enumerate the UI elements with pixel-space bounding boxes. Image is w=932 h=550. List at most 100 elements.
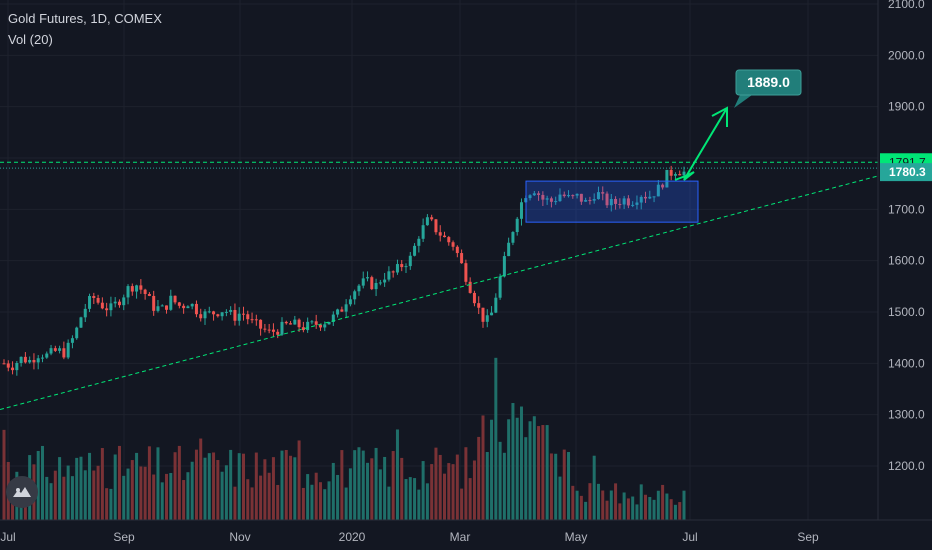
volume-bar <box>272 457 275 520</box>
candle-body <box>511 232 514 243</box>
volume-bar <box>216 460 219 520</box>
callout-pointer <box>734 95 752 108</box>
volume-bar <box>50 483 53 520</box>
candle-body <box>161 305 164 306</box>
volume-bar <box>516 418 519 520</box>
volume-bar <box>588 483 591 520</box>
tradingview-logo-icon[interactable] <box>6 476 38 508</box>
volume-bar <box>631 497 634 520</box>
candle-body <box>379 282 382 283</box>
volume-indicator-title[interactable]: Vol (20) <box>8 29 162 50</box>
volume-bar <box>362 451 365 520</box>
candle-body <box>366 277 369 278</box>
volume-bar <box>238 453 241 520</box>
volume-bar <box>67 466 70 520</box>
volume-bar <box>233 487 236 520</box>
volume-bar <box>174 452 177 520</box>
volume-bar <box>276 485 279 520</box>
volume-bar <box>293 457 296 520</box>
candle-body <box>413 246 416 256</box>
volume-bar <box>541 425 544 520</box>
candle-body <box>24 357 27 363</box>
candle-body <box>11 368 14 370</box>
symbol-title[interactable]: Gold Futures, 1D, COMEX <box>8 8 162 29</box>
candle-body <box>490 313 493 316</box>
candle-body <box>144 290 147 294</box>
volume-bar <box>464 447 467 520</box>
volume-bar <box>396 429 399 520</box>
volume-bar <box>640 484 643 520</box>
volume-bar <box>571 486 574 520</box>
volume-bar <box>323 489 326 520</box>
candle-body <box>268 330 271 331</box>
volume-bar <box>635 504 638 520</box>
volume-bar <box>71 476 74 520</box>
volume-bar <box>97 466 100 520</box>
volume-bar <box>499 442 502 520</box>
volume-bar <box>58 457 61 520</box>
price-axis[interactable]: 1200.01300.01400.01500.01600.01700.01800… <box>878 0 925 520</box>
drawing-layer[interactable]: 1889.0 <box>0 70 878 410</box>
volume-bar <box>623 492 626 520</box>
candle-body <box>674 174 677 176</box>
time-axis[interactable]: Jul Sep Nov 2020 Mar May Jul Sep <box>0 520 932 544</box>
volume-bar <box>186 472 189 520</box>
volume-bar <box>443 474 446 520</box>
candle-body <box>67 343 70 358</box>
candle-body <box>370 277 373 289</box>
chart-legend: Gold Futures, 1D, COMEX Vol (20) <box>8 8 162 50</box>
volume-bar <box>212 452 215 520</box>
volume-bar <box>118 446 121 520</box>
candle-body <box>353 291 356 299</box>
candle-body <box>54 348 57 351</box>
volume-bar <box>529 421 532 520</box>
candle-body <box>216 314 219 316</box>
volume-bar <box>225 465 228 520</box>
volume-bar <box>661 485 664 520</box>
volume-bar <box>161 482 164 520</box>
volume-bar <box>169 473 172 520</box>
candle-body <box>520 202 523 219</box>
candle-body <box>255 319 258 320</box>
volume-bar <box>434 448 437 520</box>
volume-bar <box>670 499 673 520</box>
candle-body <box>494 298 497 313</box>
volume-bar <box>165 474 168 520</box>
time-tick-label: 2020 <box>339 530 366 544</box>
volume-bar <box>618 503 621 520</box>
volume-bar <box>387 487 390 520</box>
volume-bar <box>255 453 258 520</box>
volume-bar <box>366 463 369 520</box>
candle-body <box>272 330 275 332</box>
volume-bar <box>537 426 540 520</box>
volume-bar <box>469 478 472 520</box>
volume-bar <box>644 495 647 520</box>
candle-body <box>148 294 151 296</box>
volume-bar <box>558 477 561 520</box>
consolidation-box <box>526 181 698 222</box>
candle-body <box>246 314 249 319</box>
candle-body <box>417 239 420 246</box>
volume-bar <box>520 407 523 520</box>
candle-body <box>62 348 65 357</box>
candle-body <box>152 296 155 311</box>
volume-bar <box>221 472 224 520</box>
time-tick-label: Nov <box>229 530 250 544</box>
candle-body <box>20 357 23 363</box>
volume-bar <box>144 467 147 520</box>
candle-body <box>101 303 104 309</box>
candle-body <box>169 296 172 310</box>
volume-bar <box>426 483 429 520</box>
volume-bar <box>409 477 412 520</box>
time-tick-label: Sep <box>113 530 135 544</box>
candle-body <box>499 276 502 297</box>
volume-bar <box>105 488 108 520</box>
volume-bar <box>280 451 283 520</box>
volume-bar <box>139 466 142 520</box>
volume-bar <box>447 463 450 520</box>
time-tick-label: Sep <box>797 530 819 544</box>
candle-body <box>242 314 245 315</box>
volume-bar <box>550 453 553 520</box>
volume-bar <box>268 473 271 520</box>
